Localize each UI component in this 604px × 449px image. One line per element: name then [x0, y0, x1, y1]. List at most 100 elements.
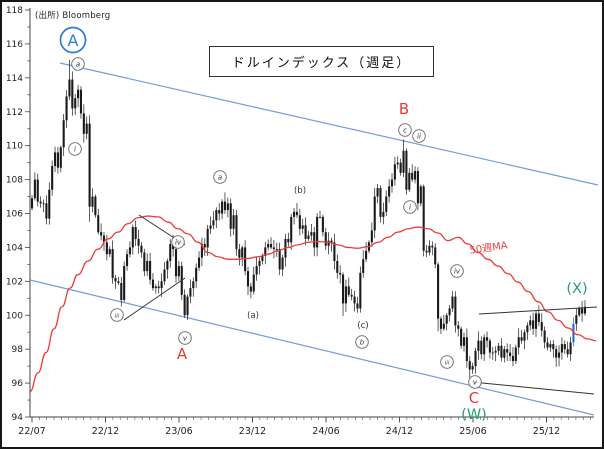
candle-body: [149, 260, 152, 280]
circled-wave-marker: [178, 331, 192, 345]
candle-body: [71, 79, 74, 109]
trendline: [123, 277, 186, 321]
candle-body: [569, 342, 572, 355]
candle-body: [480, 340, 483, 355]
candle-body: [33, 179, 36, 199]
candle-body: [108, 249, 111, 255]
x-tick-label: 22/07: [18, 426, 45, 437]
candle-body: [218, 210, 221, 214]
candle-body: [471, 366, 474, 370]
red-wave-label: A: [177, 345, 188, 363]
candle-body: [520, 337, 523, 341]
candle-body: [223, 201, 227, 211]
candle-body: [457, 325, 460, 329]
candle-body: [53, 152, 57, 167]
candle-body: [563, 344, 566, 350]
minor-wave-label: (a): [247, 311, 259, 321]
candle-body: [140, 245, 143, 253]
candle-body: [295, 211, 299, 216]
candle-body: [128, 247, 131, 255]
circled-wave-label: a: [76, 61, 80, 69]
candle-body: [293, 211, 296, 217]
circled-wave-marker: [71, 57, 85, 71]
source-label: (出所) Bloomberg: [35, 11, 111, 21]
candle-body: [488, 340, 491, 353]
candle-body: [307, 235, 310, 239]
candle-body: [376, 188, 379, 197]
candle-body: [186, 296, 189, 316]
candle-body: [258, 260, 261, 267]
channel-lower-line: [29, 279, 595, 416]
candle-body: [388, 186, 391, 197]
candle-body: [197, 257, 201, 268]
candlesticks: [30, 59, 587, 381]
candle-body: [74, 98, 77, 109]
candle-body: [416, 171, 419, 204]
candle-body: [102, 235, 106, 243]
candle-body: [532, 320, 535, 329]
candle-body: [365, 250, 368, 260]
candle-body: [350, 294, 353, 297]
candle-body: [413, 171, 417, 180]
candle-body: [206, 228, 209, 248]
circled-wave-label: i: [74, 146, 76, 154]
circled-wave-label: iv: [454, 268, 461, 276]
y-tick-label: 110: [6, 142, 23, 152]
candle-body: [192, 281, 195, 289]
circled-wave-label: v: [473, 379, 478, 387]
candle-body: [494, 350, 497, 353]
candle-body: [339, 272, 342, 275]
candle-body: [503, 349, 506, 358]
candle-body: [583, 306, 587, 314]
candle-body: [390, 179, 394, 187]
circled-wave-label: iii: [445, 361, 450, 367]
circled-wave-label: i: [409, 204, 411, 212]
candle-body: [445, 315, 448, 324]
candle-body: [183, 294, 186, 316]
candle-body: [269, 244, 273, 248]
y-tick-label: 106: [6, 210, 23, 220]
candle-body: [267, 244, 270, 248]
minor-wave-label: (b): [294, 186, 306, 196]
circled-wave-label: ii: [417, 133, 421, 141]
candle-body: [523, 332, 526, 341]
candle-body: [68, 79, 71, 97]
candle-body: [120, 283, 123, 300]
candle-body: [189, 288, 192, 297]
candle-body: [111, 249, 114, 278]
x-tick-label: 24/06: [312, 426, 339, 437]
candle-body: [203, 244, 206, 248]
circled-wave-marker: [171, 235, 185, 249]
y-tick-label: 118: [6, 6, 23, 16]
candle-body: [137, 238, 140, 246]
major-wave-circle: [59, 26, 87, 54]
candle-body: [581, 308, 584, 314]
candle-body: [330, 240, 333, 243]
circled-wave-marker: [450, 264, 464, 278]
candle-body: [177, 266, 180, 277]
candle-body: [419, 186, 422, 204]
candle-body: [229, 203, 232, 229]
y-tick-label: 102: [6, 277, 23, 287]
y-tick-label: 116: [6, 40, 23, 50]
candle-body: [88, 123, 91, 207]
candle-body: [30, 198, 34, 209]
red-wave-label: B: [399, 100, 409, 118]
candle-body: [85, 123, 88, 134]
major-wave-label: A: [68, 31, 79, 50]
channel-upper-line: [59, 62, 599, 186]
candle-body: [362, 259, 365, 273]
candle-body: [272, 247, 275, 250]
candle-body: [411, 172, 414, 180]
candle-body: [500, 345, 503, 358]
minor-wave-label: (c): [357, 321, 368, 331]
candle-body: [405, 150, 408, 190]
candle-body: [100, 232, 103, 236]
candle-body: [448, 308, 451, 316]
candle-body: [174, 249, 178, 277]
candle-body: [59, 147, 62, 168]
candle-body: [552, 344, 555, 350]
candle-body: [428, 245, 431, 253]
candle-body: [200, 244, 203, 258]
candle-body: [238, 249, 241, 258]
